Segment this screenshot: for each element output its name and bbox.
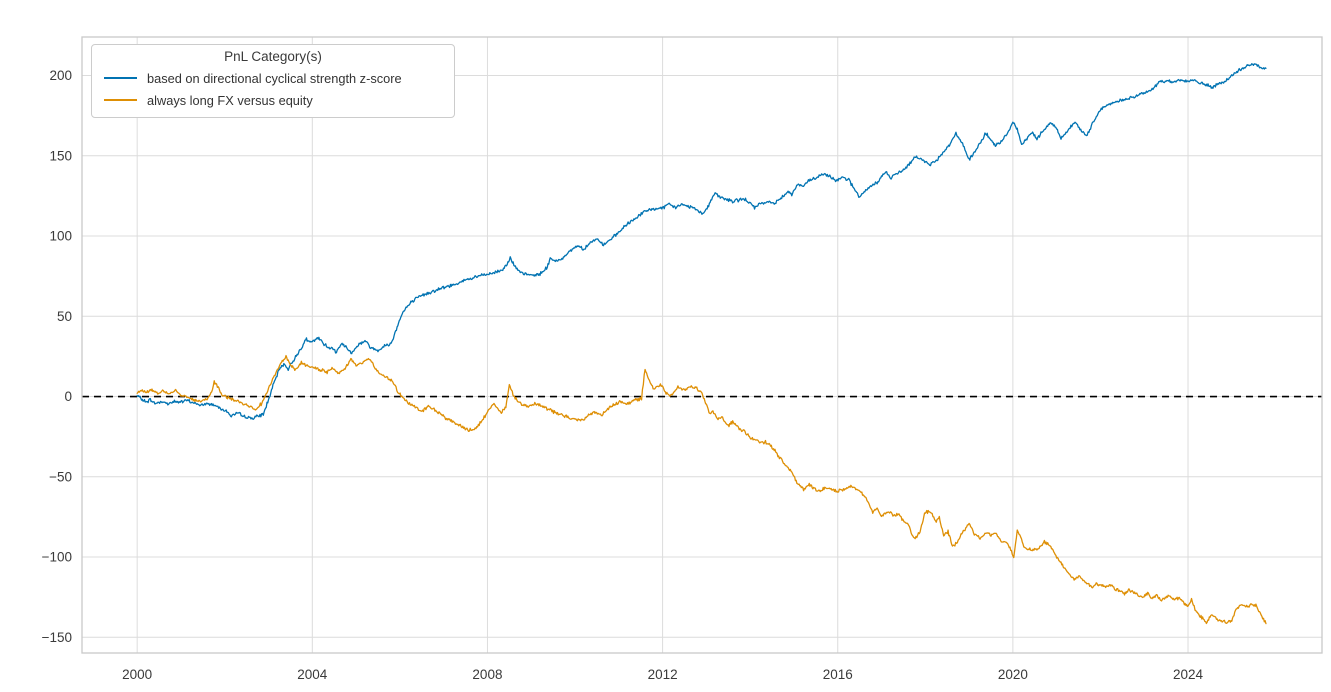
tick-labels: −150 −100 −50 0 50 100 150 200 2000 2004 2008 2012 2… (42, 68, 1204, 682)
x-tick-label: 2000 (122, 667, 152, 682)
series-line-1 (136, 354, 1267, 625)
legend-title: PnL Category(s) (224, 49, 322, 64)
y-tick-label: −150 (42, 630, 72, 645)
x-tick-label: 2016 (823, 667, 853, 682)
legend-item-always-long: always long FX versus equity (100, 89, 446, 111)
x-tick-label: 2012 (648, 667, 678, 682)
y-tick-label: 50 (57, 309, 72, 324)
y-tick-label: 100 (49, 229, 72, 244)
legend: PnL Category(s) based on directional cyc… (91, 44, 455, 118)
y-tick-label: 200 (49, 68, 72, 83)
x-tick-label: 2008 (472, 667, 502, 682)
x-tick-label: 2020 (998, 667, 1028, 682)
x-tick-label: 2004 (297, 667, 328, 682)
gridlines (82, 37, 1322, 653)
y-tick-label: 0 (64, 389, 72, 404)
y-tick-label: 150 (49, 148, 72, 163)
legend-item-label: based on directional cyclical strength z… (147, 70, 402, 86)
legend-item-zscore: based on directional cyclical strength z… (100, 67, 446, 89)
x-tick-label: 2024 (1173, 667, 1204, 682)
legend-swatch-line-icon (104, 99, 137, 101)
y-tick-label: −100 (42, 550, 72, 565)
axes-frame (81, 36, 1323, 654)
legend-item-label: always long FX versus equity (147, 92, 313, 108)
series-line-0 (136, 63, 1267, 420)
legend-swatch-line-icon (104, 77, 137, 79)
y-tick-label: −50 (49, 469, 72, 484)
